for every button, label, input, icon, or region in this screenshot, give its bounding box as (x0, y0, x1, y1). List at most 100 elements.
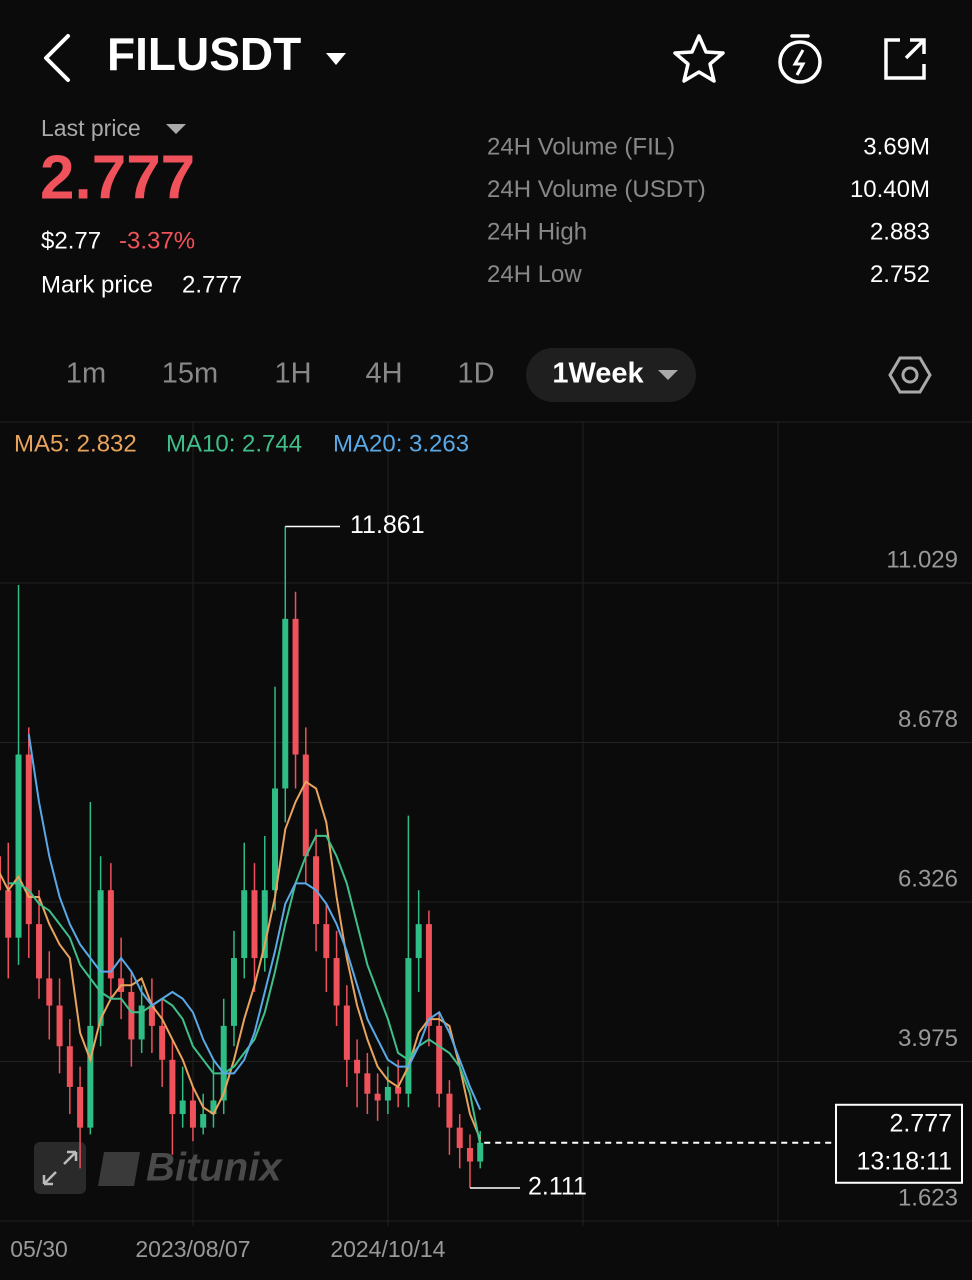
candle-body (25, 754, 32, 925)
active-interval-pill (526, 348, 696, 402)
stat-value: 2.883 (870, 218, 930, 245)
candle-body (230, 958, 237, 1026)
stat-label: 24H Volume (FIL) (487, 133, 675, 160)
stat-value: 10.40M (850, 176, 930, 203)
candle-body (77, 1086, 84, 1128)
candle-body (384, 1086, 391, 1101)
y-tick-label: 1.623 (898, 1184, 958, 1211)
stat-value: 3.69M (863, 133, 930, 160)
candle-body (477, 1142, 484, 1162)
high-label: 11.861 (350, 511, 425, 539)
candle-body (189, 1100, 196, 1128)
candle-body (405, 958, 412, 1094)
candle-body (292, 618, 299, 755)
usd-price: $2.77 (41, 227, 101, 254)
y-tick-label: 8.678 (898, 706, 958, 733)
candle-body (241, 890, 248, 959)
candle-body (333, 958, 340, 1006)
candle-body (220, 1025, 227, 1101)
interval-dropdown (658, 370, 678, 380)
candle-body (107, 890, 114, 979)
ma-line (27, 734, 482, 1111)
mark-price: 2.777 (182, 271, 242, 298)
stat-label: 24H Volume (USDT) (487, 176, 706, 203)
candle-body (395, 1086, 402, 1094)
candle-body (364, 1073, 371, 1094)
x-tick-label: 05/30 (10, 1236, 68, 1262)
candle-body (456, 1127, 463, 1148)
candle-body (354, 1059, 361, 1074)
candle-body (343, 1005, 350, 1060)
y-tick-label: 3.975 (898, 1025, 958, 1052)
candle-body (159, 1025, 166, 1060)
candle-body (36, 924, 43, 979)
candle-body (261, 890, 268, 959)
watermark: Bitunix (34, 1142, 283, 1194)
stat-label: 24H High (487, 218, 587, 245)
candle-body (302, 754, 309, 857)
interval-tab[interactable]: 1D (457, 358, 494, 390)
countdown: 13:18:11 (857, 1147, 952, 1175)
candle-body (415, 924, 422, 959)
ma-line (0, 780, 482, 1140)
legend-entry: MA20: 3.263 (333, 430, 469, 457)
candle-body (15, 754, 22, 938)
candle-body (374, 1093, 381, 1101)
interval-tab[interactable]: 1H (274, 358, 311, 390)
stat-value: 2.752 (870, 261, 930, 288)
candle-body (46, 978, 53, 1006)
candle-body (210, 1100, 217, 1115)
candle-body (251, 890, 258, 959)
candle-body (272, 788, 279, 891)
ma-line (8, 834, 482, 1146)
interval-tab[interactable]: 15m (162, 358, 218, 390)
symbol-dropdown[interactable] (326, 53, 346, 65)
last-price-label[interactable]: Last price (41, 115, 141, 141)
candle-body (138, 1005, 145, 1040)
candle-body (446, 1093, 453, 1128)
current-price-label: 2.777 (889, 1109, 952, 1137)
last-price: 2.777 (40, 143, 195, 212)
x-tick-label: 2023/08/07 (135, 1236, 250, 1262)
symbol[interactable]: FILUSDT (107, 28, 301, 80)
low-label: 2.111 (528, 1173, 587, 1201)
interval-tab[interactable]: 1Week (552, 358, 644, 390)
candle-body (466, 1147, 473, 1162)
candle-body (56, 1005, 63, 1047)
share-button[interactable] (884, 38, 926, 80)
grid-layer: 11.029 8.678 6.326 3.975 1.623 05/30 2023/08/0… (0, 546, 972, 1262)
candle-body (282, 618, 289, 789)
plot: MA5: 2.832 MA10: 2.744 MA20: 3.263 11.861 2.… (0, 430, 963, 1201)
y-tick-label: 6.326 (898, 865, 958, 892)
price-change: -3.37% (119, 227, 195, 254)
back-button[interactable] (44, 34, 70, 82)
chart-settings[interactable] (888, 356, 932, 394)
interval-tab[interactable]: 4H (365, 358, 402, 390)
legend-entry: MA10: 2.744 (166, 430, 302, 457)
candle-body (200, 1114, 207, 1128)
interval-tab[interactable]: 1m (66, 358, 106, 390)
favorite-button[interactable] (673, 34, 725, 83)
candle-body (66, 1046, 73, 1087)
y-tick-label: 11.029 (886, 546, 958, 573)
candle-body (128, 991, 135, 1040)
candle-body (425, 924, 432, 1026)
candle-body (436, 1025, 443, 1094)
candle-body (87, 1025, 94, 1128)
candle-body (179, 1100, 186, 1115)
candle-body (5, 890, 12, 938)
candle-body (97, 890, 104, 1026)
timer-button[interactable] (778, 34, 822, 84)
current-price-box (835, 1103, 963, 1184)
x-tick-label: 2024/10/14 (330, 1236, 445, 1262)
vertical-grid (192, 422, 779, 1226)
candle-body (323, 924, 330, 959)
last-price-dropdown[interactable] (166, 124, 186, 134)
legend-entry: MA5: 2.832 (14, 430, 137, 457)
stat-label: 24H Low (487, 261, 582, 288)
watermark-text: Bitunix (146, 1146, 283, 1190)
candle-body (148, 1005, 155, 1026)
candle-body (169, 1059, 176, 1115)
